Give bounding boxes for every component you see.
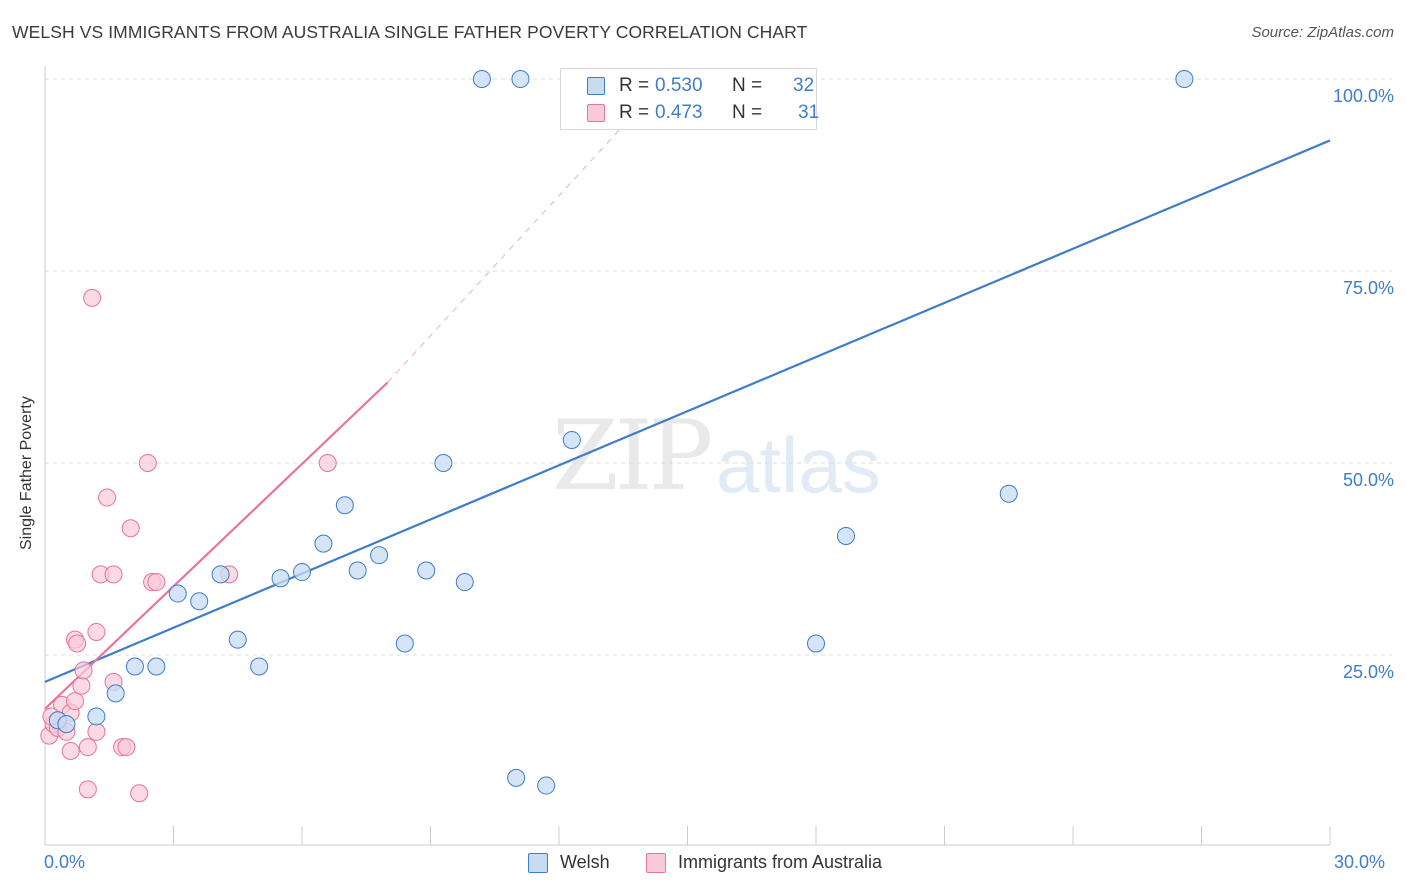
data-point-welsh xyxy=(57,715,76,734)
data-point-immigrants xyxy=(68,634,87,653)
y-axis-label: Single Father Poverty xyxy=(18,396,35,550)
data-point-immigrants xyxy=(65,692,84,711)
data-point-welsh xyxy=(434,454,453,472)
legend-swatch-welsh xyxy=(587,77,605,95)
data-point-immigrants xyxy=(318,454,337,472)
y-tick-label: 100.0% xyxy=(1332,86,1394,106)
trendlines xyxy=(44,78,1331,710)
data-point-immigrants xyxy=(78,738,97,757)
data-point-immigrants xyxy=(87,722,106,741)
data-point-immigrants xyxy=(78,780,97,799)
legend-label-welsh: Welsh xyxy=(560,852,610,872)
data-point-welsh xyxy=(314,534,333,553)
x-tick-label-min: 0.0% xyxy=(44,852,86,872)
source-label: Source: ZipAtlas.com xyxy=(1251,24,1394,41)
trendline-welsh xyxy=(44,139,1331,683)
data-point-welsh xyxy=(190,592,209,611)
data-point-immigrants xyxy=(83,288,102,307)
data-point-immigrants xyxy=(104,565,123,584)
data-point-welsh xyxy=(87,707,106,726)
legend-r-label: R = xyxy=(619,102,650,123)
legend-label-immigrants: Immigrants from Australia xyxy=(678,852,883,872)
trendline-immigrants xyxy=(44,381,389,710)
data-point-welsh xyxy=(228,630,247,649)
x-tick-label-max: 30.0% xyxy=(1334,852,1386,872)
data-point-immigrants xyxy=(138,454,157,472)
data-point-welsh xyxy=(472,70,491,88)
legend-n-value: 32 xyxy=(793,75,815,96)
axes xyxy=(44,66,1331,846)
data-point-welsh xyxy=(293,563,311,582)
data-point-immigrants xyxy=(117,738,136,757)
data-point-immigrants xyxy=(98,488,117,507)
legend-swatch-welsh xyxy=(528,853,548,873)
y-tick-label: 50.0% xyxy=(1342,470,1394,490)
data-point-welsh xyxy=(147,657,166,676)
legend-swatch-immigrants xyxy=(587,104,605,122)
y-tick-label: 75.0% xyxy=(1342,278,1394,298)
data-point-welsh xyxy=(417,561,436,580)
data-point-welsh xyxy=(125,657,144,676)
data-point-welsh xyxy=(807,634,825,653)
series-welsh-points xyxy=(48,70,1194,795)
legend-swatch-immigrants xyxy=(646,853,666,873)
data-point-welsh xyxy=(836,526,855,545)
legend-r-value: 0.473 xyxy=(655,102,703,123)
data-point-welsh xyxy=(562,430,581,449)
data-point-welsh xyxy=(348,561,367,580)
watermark-atlas: atlas xyxy=(716,421,881,509)
legend-r-value: 0.530 xyxy=(655,75,703,96)
data-point-immigrants xyxy=(61,742,80,760)
data-point-immigrants xyxy=(72,676,91,695)
legend-n-label: N = xyxy=(732,75,763,96)
legend-n-value: 31 xyxy=(798,102,820,123)
legend-r-label: R = xyxy=(619,75,650,96)
data-point-welsh xyxy=(370,546,389,565)
data-point-welsh xyxy=(335,496,354,515)
data-point-immigrants xyxy=(121,519,140,538)
data-point-welsh xyxy=(1175,70,1194,88)
series-immigrants-points xyxy=(40,288,337,803)
gridlines xyxy=(45,78,1392,656)
data-point-welsh xyxy=(168,584,187,603)
data-point-welsh xyxy=(511,70,530,88)
data-point-welsh xyxy=(455,573,474,592)
data-point-welsh xyxy=(211,565,230,584)
data-point-welsh xyxy=(106,684,125,703)
data-point-immigrants xyxy=(130,784,149,803)
data-point-immigrants xyxy=(87,622,106,641)
y-tick-label: 25.0% xyxy=(1342,662,1394,682)
legend-stats: R = 0.530 N = 32 R = 0.473 N = 31 xyxy=(560,68,820,130)
legend-n-label: N = xyxy=(732,102,763,123)
data-point-welsh xyxy=(507,768,526,787)
trendline-immigrants-extension xyxy=(387,78,667,383)
data-point-welsh xyxy=(395,634,414,653)
data-point-immigrants xyxy=(147,573,166,592)
chart-title: WELSH VS IMMIGRANTS FROM AUSTRALIA SINGL… xyxy=(12,22,808,42)
data-point-welsh xyxy=(537,776,556,795)
data-point-immigrants xyxy=(74,661,93,680)
data-point-welsh xyxy=(250,657,269,676)
data-point-welsh xyxy=(999,484,1018,503)
data-point-welsh xyxy=(271,569,290,588)
